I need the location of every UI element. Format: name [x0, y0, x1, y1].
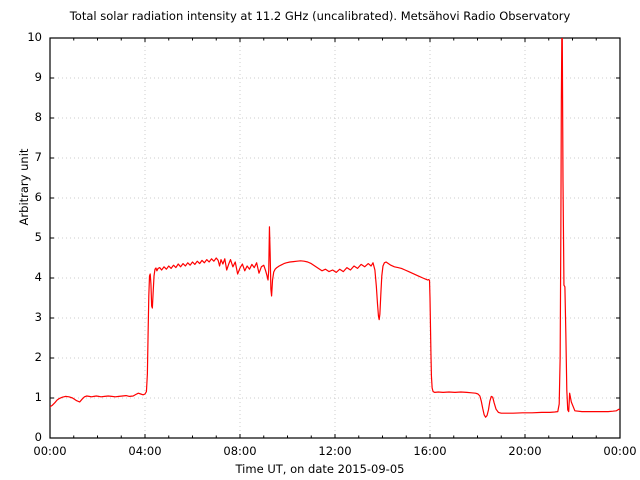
y-tick-label: 0 — [34, 430, 42, 444]
axis-spines — [49, 37, 621, 439]
x-tick-label: 04:00 — [128, 444, 162, 458]
y-tick-label: 10 — [27, 30, 42, 44]
y-tick-label: 3 — [34, 310, 42, 324]
y-tick-label: 8 — [34, 110, 42, 124]
x-tick-label: 00:00 — [33, 444, 67, 458]
y-tick-label: 9 — [34, 70, 42, 84]
y-tick-label: 4 — [34, 270, 42, 284]
grid-lines — [50, 38, 620, 438]
x-tick-label: 16:00 — [413, 444, 447, 458]
y-tick-label: 6 — [34, 190, 42, 204]
chart-title: Total solar radiation intensity at 11.2 … — [69, 9, 571, 23]
y-tick-label: 5 — [34, 230, 42, 244]
y-tick-label: 2 — [34, 350, 42, 364]
x-tick-label: 20:00 — [508, 444, 542, 458]
x-tick-label: 12:00 — [318, 444, 352, 458]
y-tick-label: 7 — [34, 150, 42, 164]
x-tick-label: 08:00 — [223, 444, 257, 458]
y-tick-label: 1 — [34, 390, 42, 404]
x-axis-label: Time UT, on date 2015-09-05 — [235, 462, 405, 476]
data-series — [50, 38, 620, 418]
x-tick-label: 00:00 — [603, 444, 637, 458]
